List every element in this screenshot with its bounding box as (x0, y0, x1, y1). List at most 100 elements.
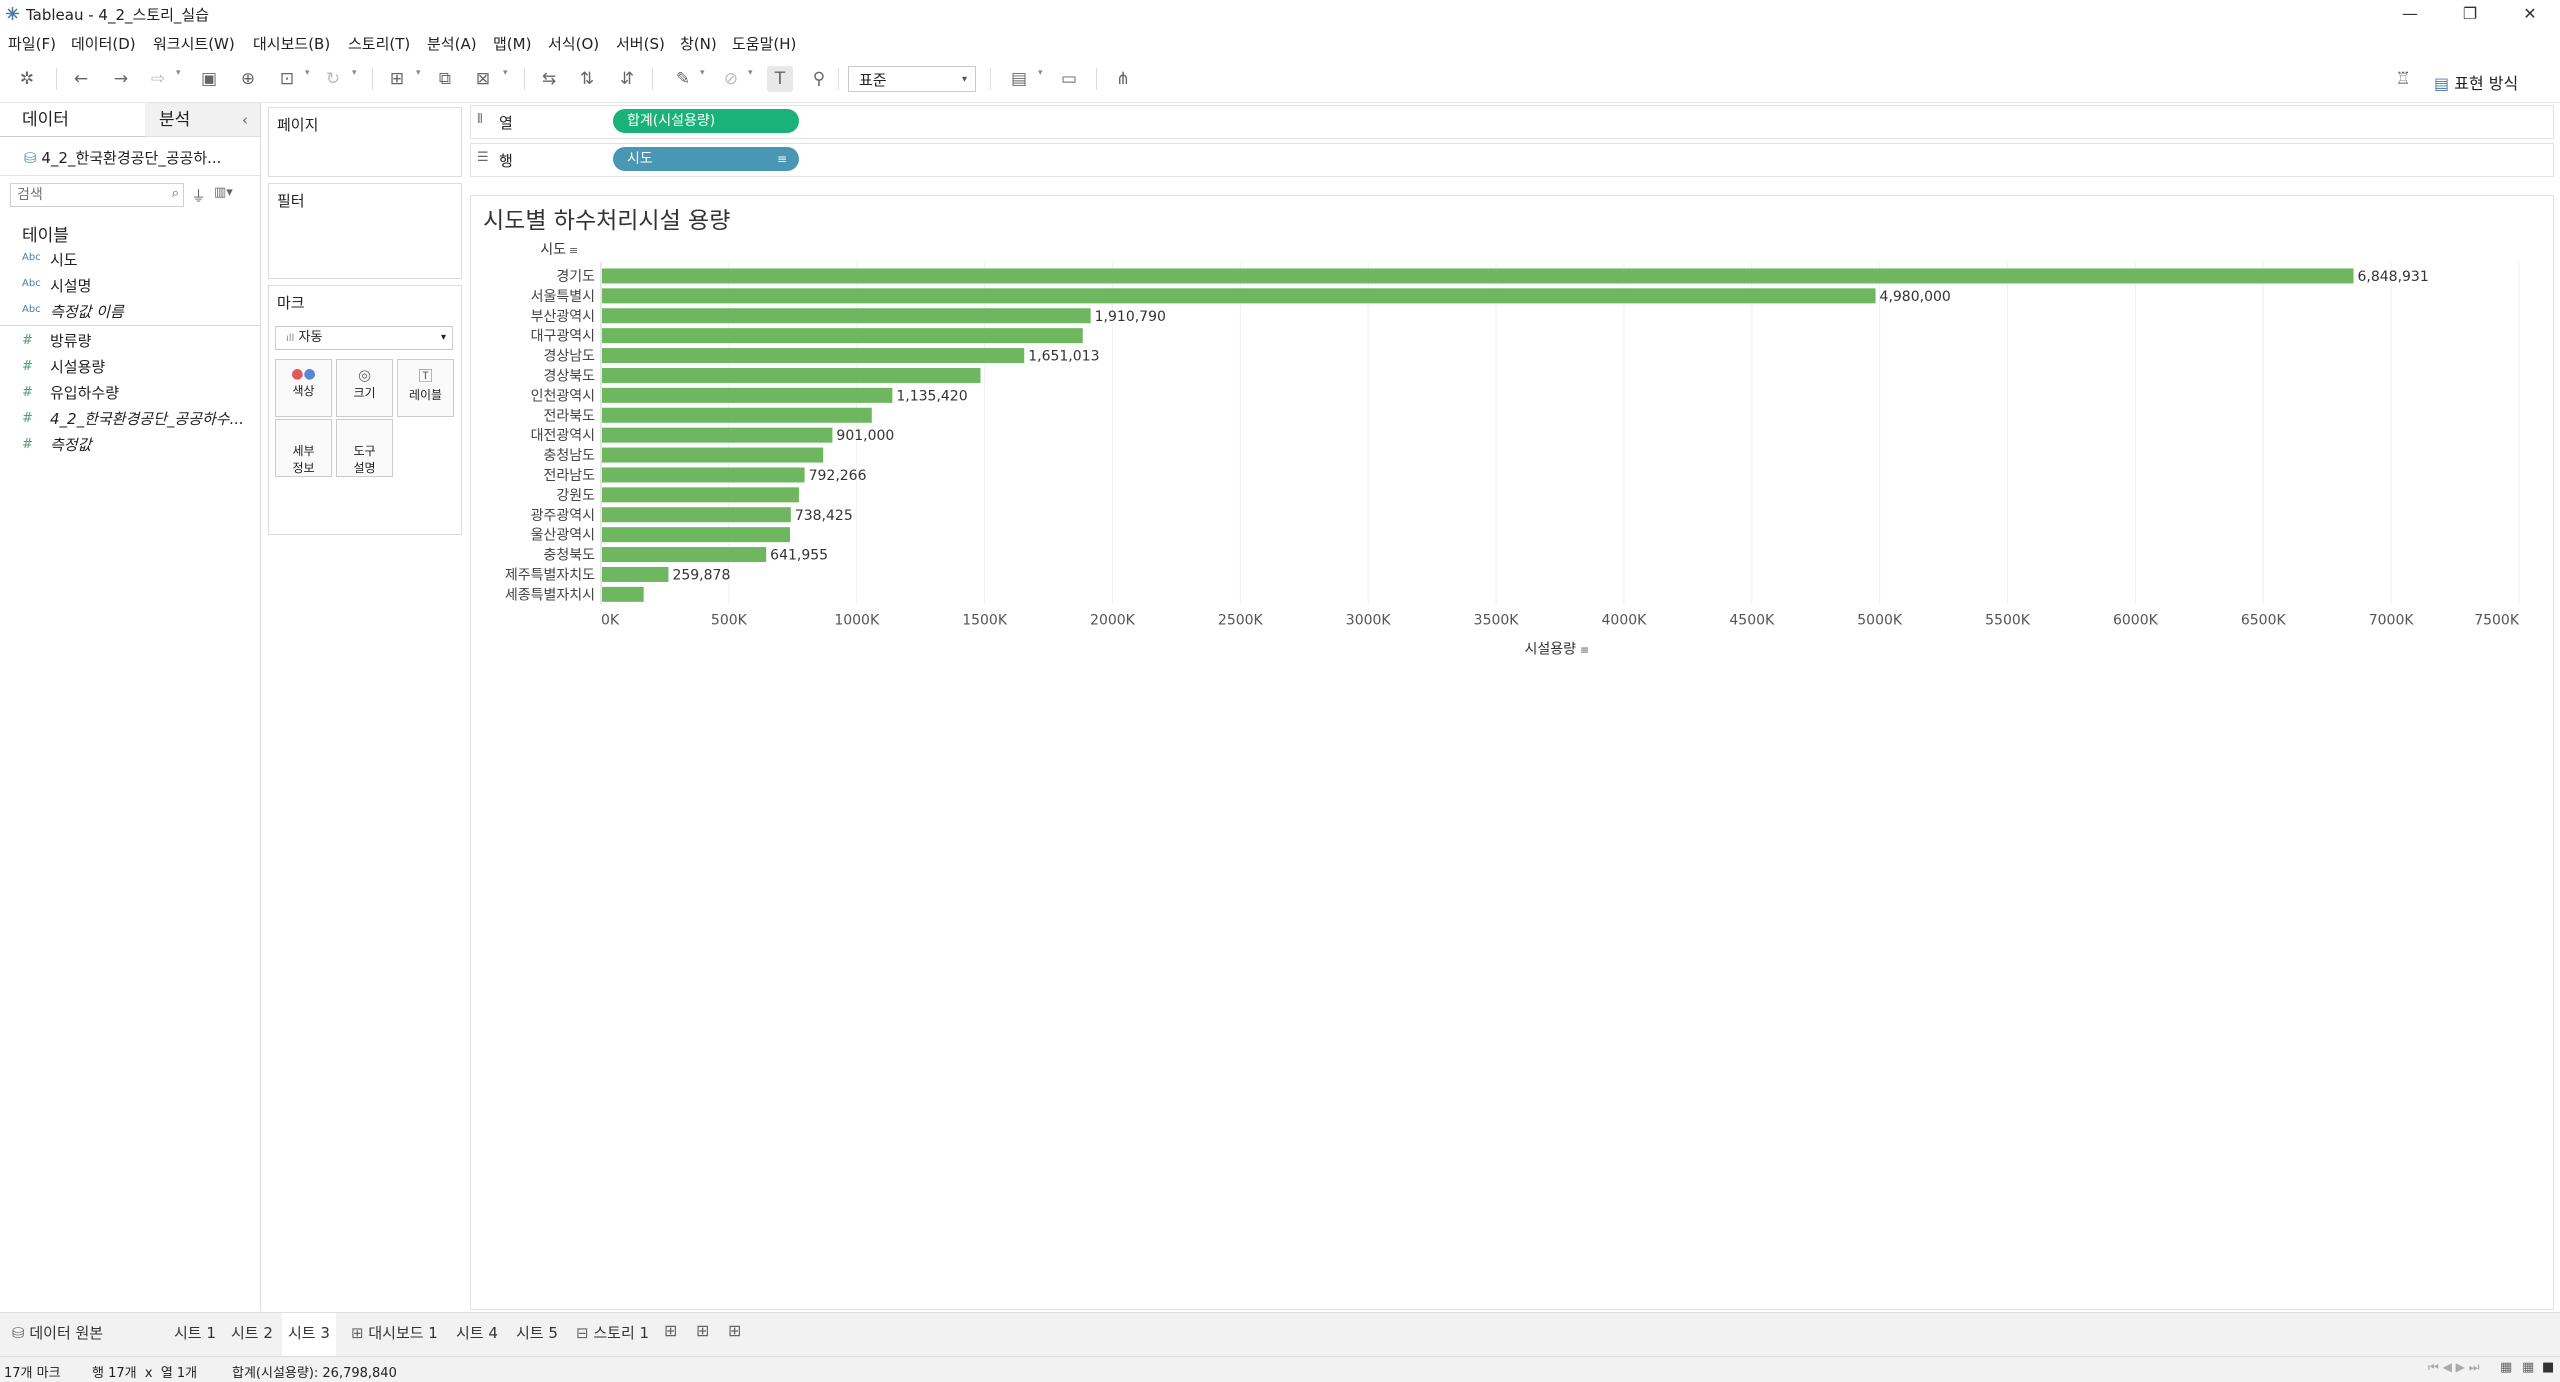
collapse-pane-icon[interactable]: ‹ (242, 111, 248, 129)
new-story-tab-icon[interactable]: ⊞ (728, 1321, 742, 1340)
tooltip-button[interactable]: 도구 설명 (336, 419, 393, 477)
sheet-tab[interactable]: 시트 2 (225, 1313, 279, 1356)
sheet-tab[interactable]: 시트 5 (510, 1313, 564, 1356)
new-datasource-icon[interactable]: ⊕ (240, 69, 256, 89)
chevron-down-icon[interactable]: ▾ (700, 68, 705, 78)
restore-button[interactable]: ❐ (2462, 4, 2478, 23)
pages-card[interactable]: 페이지 (268, 107, 462, 177)
tab-analysis[interactable]: 분석 (145, 103, 260, 137)
bar[interactable] (602, 547, 767, 563)
filters-card[interactable]: 필터 (268, 183, 462, 279)
chevron-down-icon[interactable]: ▾ (503, 68, 508, 78)
new-worksheet-tab-icon[interactable]: ⊞ (664, 1321, 678, 1340)
sort-descending-icon[interactable]: ⇵ (619, 69, 635, 89)
detail-button[interactable]: 세부 정보 (275, 419, 332, 477)
menu-data[interactable]: 데이터(D) (71, 35, 136, 53)
fix-axes-icon[interactable]: ⚲ (812, 69, 826, 89)
highlight-icon[interactable]: ✎ (675, 69, 691, 89)
save-icon[interactable]: ▣ (200, 69, 218, 89)
chevron-down-icon[interactable]: ▾ (305, 68, 310, 78)
undo-icon[interactable]: ← (73, 69, 89, 89)
swap-rows-columns-icon[interactable]: ⇆ (541, 69, 557, 89)
dimension-field[interactable]: Abc 시설명 (0, 273, 258, 297)
show-filmstrip-icon[interactable]: ▦ (2500, 1360, 2513, 1375)
tableau-home-icon[interactable]: ✲ (19, 69, 35, 89)
replay-icon[interactable]: ⇨ (150, 69, 166, 89)
datasource-item[interactable]: ⛁ 4_2_한국환경공단_공공하... (24, 147, 221, 168)
tab-data[interactable]: 데이터 (0, 103, 145, 137)
minimize-button[interactable]: — (2402, 4, 2418, 23)
color-button[interactable]: ●● 색상 (275, 359, 332, 417)
mark-type-select[interactable]: ıll 자동 ▾ (275, 326, 453, 350)
sheet-tab[interactable]: 시트 1 (168, 1313, 222, 1356)
measure-field[interactable]: # 유입하수량 (0, 380, 258, 404)
format-painter-icon[interactable]: ♖ (2395, 69, 2411, 89)
rows-shelf[interactable]: ☰ 행 시도 ≡ (470, 143, 2554, 177)
bar[interactable] (602, 407, 872, 423)
menu-format[interactable]: 서식(O) (548, 35, 600, 53)
menu-analysis[interactable]: 분석(A) (427, 35, 477, 53)
bar[interactable] (602, 586, 644, 602)
sheet-tab[interactable]: ⊟ 스토리 1 (570, 1313, 655, 1356)
measure-field[interactable]: # 측정값 (0, 432, 258, 456)
sheet-tab[interactable]: 시트 3 (282, 1313, 336, 1356)
menu-dashboard[interactable]: 대시보드(B) (253, 35, 331, 53)
duplicate-sheet-icon[interactable]: ⧉ (438, 69, 452, 89)
clear-sheet-icon[interactable]: ⊠ (475, 69, 491, 89)
columns-pill[interactable]: 합계(시설용량) (613, 109, 799, 133)
sort-indicator-icon[interactable]: ≡ (569, 244, 578, 257)
chevron-down-icon[interactable]: ▾ (176, 68, 181, 78)
redo-icon[interactable]: → (113, 69, 129, 89)
rows-pill[interactable]: 시도 ≡ (613, 147, 799, 171)
columns-shelf[interactable]: ⦀ 열 합계(시설용량) (470, 105, 2554, 139)
new-worksheet-icon[interactable]: ⊞ (389, 69, 405, 89)
fit-select[interactable]: 표준 ▾ (848, 66, 976, 92)
search-input[interactable] (11, 184, 169, 206)
refresh-icon[interactable]: ↻ (325, 69, 341, 89)
bar[interactable] (602, 527, 790, 543)
menu-server[interactable]: 서버(S) (616, 35, 665, 53)
chevron-down-icon[interactable]: ▾ (748, 68, 753, 78)
menu-story[interactable]: 스토리(T) (348, 35, 411, 53)
share-icon[interactable]: ⋔ (1115, 69, 1131, 89)
dimension-field[interactable]: Abc 측정값 이름 (0, 299, 258, 323)
bar[interactable] (602, 328, 1083, 344)
cards-view-icon[interactable]: ▤ (1010, 69, 1028, 89)
show-sheet-sorter-icon[interactable]: ▦ (2522, 1360, 2535, 1375)
sort-ascending-icon[interactable]: ⇅ (579, 69, 595, 89)
sheet-tab[interactable]: ⊞ 대시보드 1 (345, 1313, 444, 1356)
presentation-mode-icon[interactable]: ▭ (1060, 69, 1078, 89)
menu-help[interactable]: 도움말(H) (732, 35, 797, 53)
size-button[interactable]: ◎ 크기 (336, 359, 393, 417)
chevron-down-icon[interactable]: ▾ (1038, 68, 1043, 78)
filter-icon[interactable]: ⏚ (191, 187, 207, 205)
group-members-icon[interactable]: ⊘ (723, 69, 739, 89)
menu-window[interactable]: 창(N) (680, 35, 717, 53)
sheet-tab[interactable]: ⛁ 데이터 원본 (6, 1313, 168, 1356)
sheet-tab[interactable]: 시트 4 (450, 1313, 504, 1356)
menu-file[interactable]: 파일(F) (8, 35, 56, 53)
measure-field[interactable]: #4_2_한국환경공단_공공하수... (0, 406, 258, 430)
bar[interactable] (602, 467, 805, 483)
label-button[interactable]: 🅃 레이블 (397, 359, 454, 417)
view-options-icon[interactable]: ▥▾ (214, 185, 233, 200)
measure-field[interactable]: # 방류량 (0, 328, 258, 352)
show-me-button[interactable]: ▤ 표현 방식 (2434, 70, 2518, 94)
bar[interactable] (602, 507, 791, 523)
sort-indicator-icon[interactable]: ≡ (1580, 643, 1589, 656)
bar[interactable] (602, 367, 981, 383)
dimension-field[interactable]: Abc 시도 (0, 247, 258, 271)
bar[interactable] (602, 387, 893, 403)
bar[interactable] (602, 427, 833, 443)
bar[interactable] (602, 288, 1876, 304)
bar[interactable] (602, 566, 669, 582)
bar[interactable] (602, 447, 824, 463)
show-mark-labels-icon[interactable]: T (767, 66, 793, 92)
bar[interactable] (602, 487, 799, 503)
chevron-down-icon[interactable]: ▾ (352, 68, 357, 78)
bar[interactable] (602, 308, 1091, 324)
bar[interactable] (602, 348, 1025, 364)
new-dashboard-tab-icon[interactable]: ⊞ (696, 1321, 710, 1340)
show-tabs-icon[interactable]: ■ (2542, 1360, 2555, 1375)
menu-worksheet[interactable]: 워크시트(W) (153, 35, 235, 53)
